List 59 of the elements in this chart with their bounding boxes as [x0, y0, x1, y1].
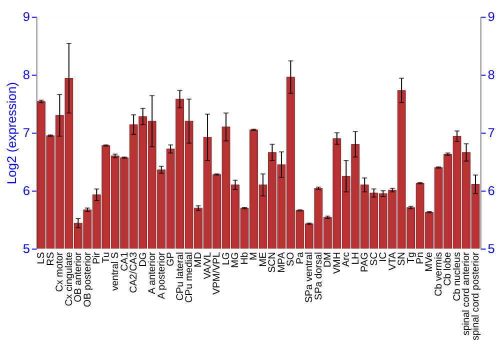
- x-tick-label: OB anterior: [73, 251, 84, 302]
- x-tick-label: SPa dorsal: [313, 252, 324, 300]
- x-tick-label: Hb: [239, 252, 250, 265]
- x-tick-label: SO: [286, 252, 297, 266]
- x-tick-label: spinal cord anterior: [461, 251, 472, 336]
- y-axis-title: Log2 (expression): [4, 82, 19, 184]
- x-tick-label: LH: [350, 252, 362, 265]
- y-tick-label: 5: [22, 241, 30, 256]
- x-tick-label: PAG: [360, 252, 371, 272]
- x-tick-label: Cx motor: [54, 251, 66, 292]
- x-tick-label: DM: [322, 252, 334, 268]
- y-tick-label: 6: [22, 183, 30, 198]
- y2-tick-label: 5: [488, 241, 495, 256]
- x-tick-label: Pir: [92, 251, 103, 264]
- x-tick-label: SPa ventral: [304, 252, 316, 303]
- x-tick-label: SCN: [267, 252, 278, 273]
- x-tick-label: OB posterior: [82, 251, 94, 308]
- y2-tick-label: 7: [488, 125, 495, 140]
- y-tick-label: 7: [22, 125, 30, 140]
- x-tick-label: SC: [368, 252, 380, 266]
- x-tick-label: Cb lobe: [442, 252, 454, 286]
- y2-tick-label: 8: [488, 67, 495, 82]
- x-tick-label: CA2/CA3: [128, 252, 140, 293]
- x-tick-label: MVe: [424, 252, 436, 272]
- x-tick-label: VPM/VPL: [212, 252, 223, 295]
- x-tick-label: DG: [138, 252, 149, 267]
- x-tick-label: MD: [193, 252, 204, 268]
- x-tick-label: VTA: [387, 252, 398, 270]
- x-tick-label: CA1: [119, 252, 130, 272]
- x-tick-label: VA/VL: [202, 252, 214, 280]
- x-tick-label: LG: [220, 252, 232, 266]
- x-tick-label: Tu: [100, 252, 112, 264]
- x-tick-label: M: [248, 252, 260, 260]
- x-tick-label: CPu medial: [184, 252, 195, 303]
- x-tick-label: SN: [396, 252, 408, 266]
- y2-tick-label: 6: [488, 183, 495, 198]
- x-tick-label: GP: [166, 252, 177, 266]
- x-tick-label: CPu lateral: [174, 252, 186, 301]
- x-tick-label: Pn: [415, 252, 426, 264]
- x-tick-label: IC: [378, 252, 390, 262]
- x-tick-label: LS: [36, 252, 48, 264]
- x-tick-label: spinal cord posterior: [470, 251, 482, 340]
- x-tick-label: ventral S: [110, 252, 122, 291]
- x-tick-label: Cb vermis: [433, 252, 444, 296]
- x-tick-label: VMH: [332, 252, 343, 274]
- x-tick-label: Pa: [294, 252, 306, 264]
- x-tick-label: Tg: [406, 252, 417, 264]
- x-tick-label: MG: [230, 252, 242, 268]
- x-tick-label: A posterior: [156, 251, 168, 299]
- x-tick-label: Arc: [341, 252, 352, 267]
- y-tick-label: 9: [22, 9, 30, 24]
- x-tick-label: RS: [45, 252, 56, 266]
- x-tick-label: Cx cingulate: [64, 252, 75, 306]
- x-tick-label: Cb nucleus: [452, 252, 463, 302]
- y-tick-label: 8: [22, 67, 30, 82]
- x-tick-label: ME: [258, 252, 269, 267]
- y2-tick-label: 9: [488, 9, 495, 24]
- x-tick-label: MPA: [276, 252, 288, 273]
- x-tick-label: A anterior: [147, 251, 158, 294]
